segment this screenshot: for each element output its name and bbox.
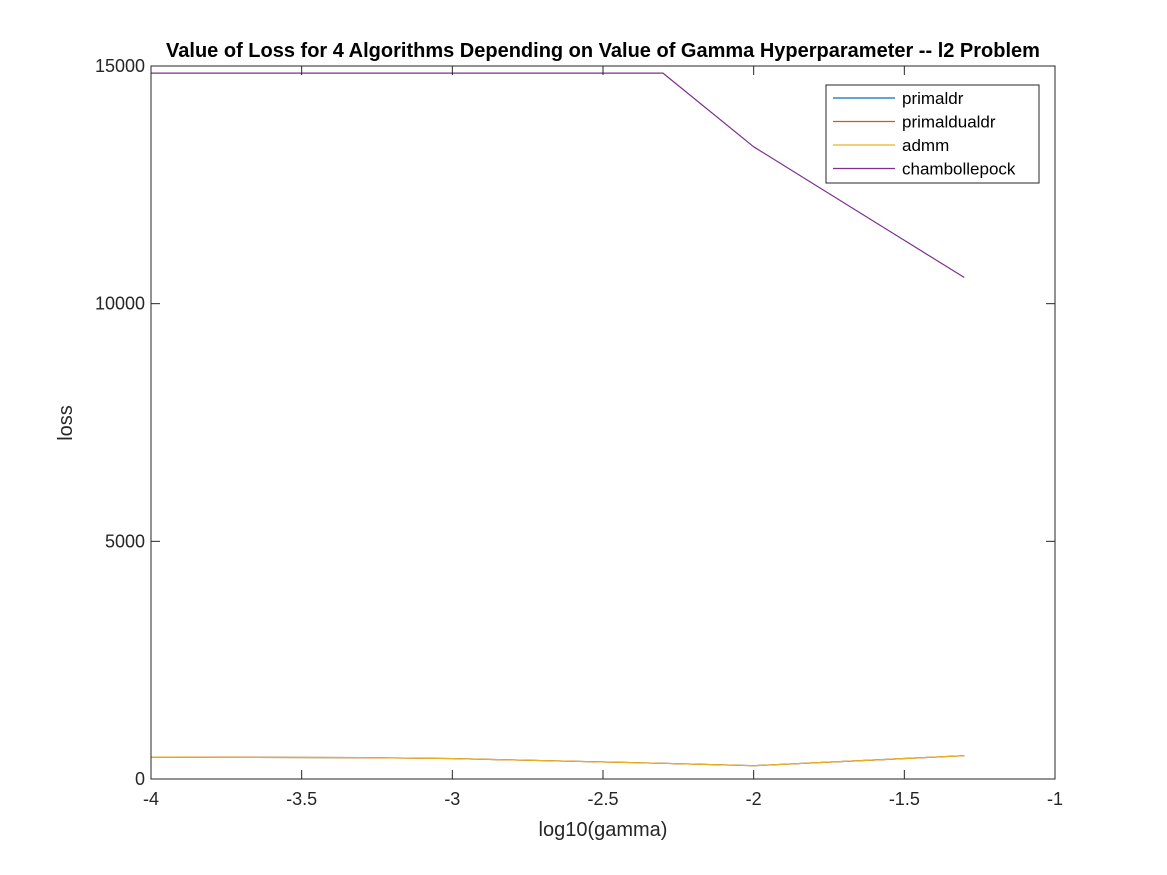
x-tick-label: -3.5 bbox=[286, 789, 317, 809]
chart-title: Value of Loss for 4 Algorithms Depending… bbox=[166, 40, 1040, 62]
x-tick-label: -2 bbox=[746, 789, 762, 809]
plot-area bbox=[151, 66, 1055, 779]
legend-label-admm: admm bbox=[902, 136, 949, 155]
x-tick-label: -3 bbox=[444, 789, 460, 809]
y-tick-label: 0 bbox=[135, 769, 145, 789]
x-tick-labels: -4 -3.5 -3 -2.5 -2 -1.5 -1 bbox=[143, 789, 1063, 809]
legend-box bbox=[825, 84, 1040, 184]
x-axis-label: log10(gamma) bbox=[539, 819, 668, 841]
y-tick-label: 15000 bbox=[95, 56, 145, 76]
y-tick-labels: 0 5000 10000 15000 bbox=[95, 56, 145, 789]
legend-label-chambollepock: chambollepock bbox=[902, 160, 1016, 179]
series-lines bbox=[150, 72, 965, 767]
x-tick-label: -2.5 bbox=[587, 789, 618, 809]
plot-frame bbox=[150, 65, 1056, 780]
y-axis-label: loss bbox=[55, 405, 77, 441]
x-tick-label: -4 bbox=[143, 789, 159, 809]
series-line-admm bbox=[150, 755, 965, 767]
x-tick-label: -1 bbox=[1047, 789, 1063, 809]
x-tick-label: -1.5 bbox=[889, 789, 920, 809]
legend: primaldr primaldualdr admm chambollepock bbox=[825, 84, 1040, 184]
y-tick-label: 5000 bbox=[105, 531, 145, 551]
y-tick-label: 10000 bbox=[95, 294, 145, 314]
legend-label-primaldualdr: primaldualdr bbox=[902, 113, 996, 132]
legend-label-primaldr: primaldr bbox=[902, 89, 964, 108]
series-line-chambollepock bbox=[151, 72, 965, 279]
